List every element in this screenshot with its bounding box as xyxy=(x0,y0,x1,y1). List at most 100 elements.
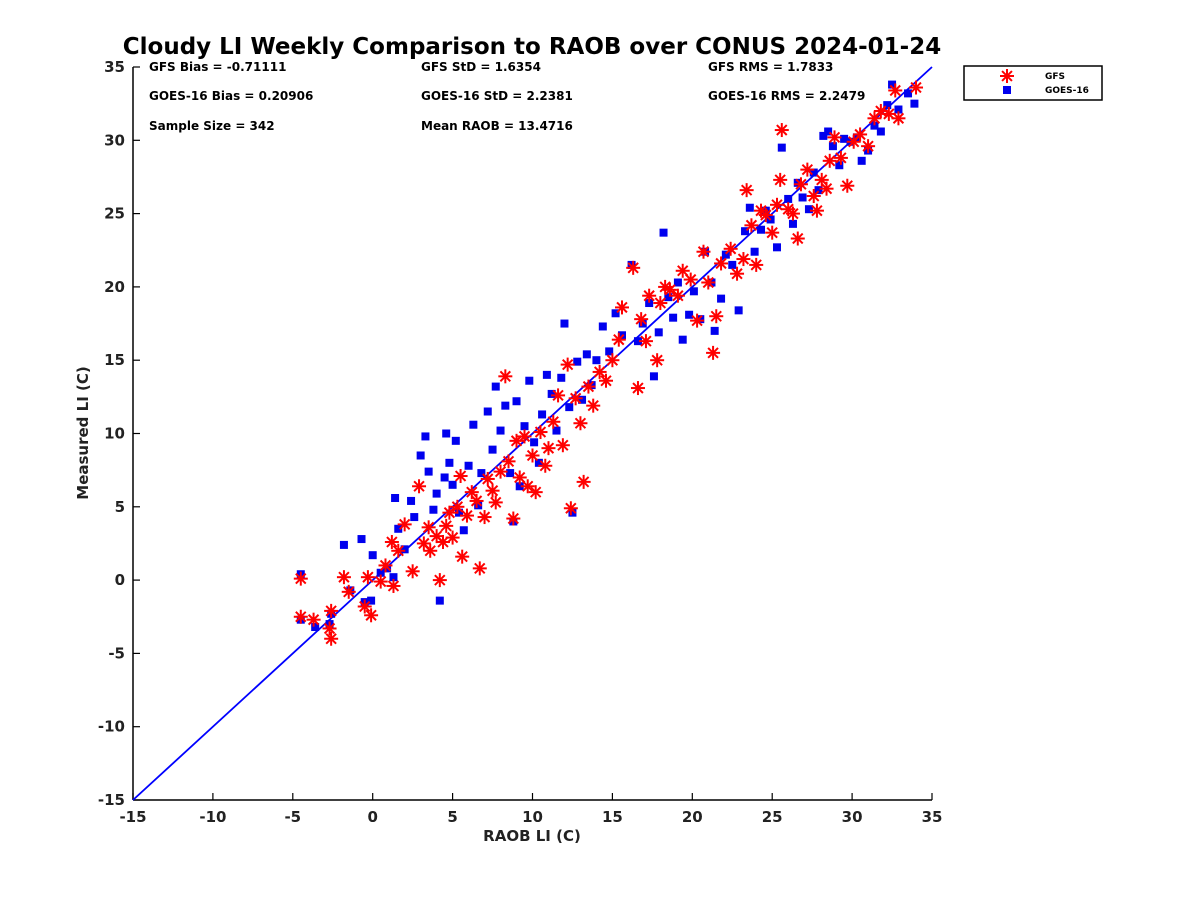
gfs-point xyxy=(706,345,721,360)
gfs-point xyxy=(324,603,339,618)
goes16-point xyxy=(793,178,802,187)
gfs-point xyxy=(861,139,876,154)
goes16-point xyxy=(883,101,892,110)
y-tick-label: 35 xyxy=(104,58,125,76)
gfs-point xyxy=(423,543,438,558)
gfs-point xyxy=(560,357,575,372)
goes16-point xyxy=(835,161,844,170)
y-tick-label: 10 xyxy=(104,425,125,443)
goes16-point xyxy=(432,489,441,498)
gfs-point xyxy=(397,517,412,532)
gfs-point xyxy=(453,469,468,484)
gfs-point xyxy=(445,530,460,545)
goes16-point xyxy=(592,356,601,365)
y-tick-label: 20 xyxy=(104,278,125,296)
gfs-point xyxy=(405,564,420,579)
gfs-point xyxy=(730,266,745,281)
goes16-point xyxy=(814,186,823,195)
gfs-point xyxy=(480,471,495,486)
gfs-point xyxy=(324,631,339,646)
goes16-point xyxy=(788,219,797,228)
goes16-point xyxy=(696,315,705,324)
axis-ticks: -15 -10 -5 0 5 10 15 20 25 30 35 -15 -10 -5 0 5 10 15 20 25… xyxy=(98,58,943,826)
goes16-point xyxy=(483,407,492,416)
goes16-point xyxy=(904,89,913,98)
goes16-point xyxy=(689,287,698,296)
gfs-point xyxy=(512,470,527,485)
x-tick-label: 30 xyxy=(842,808,863,826)
y-tick-label: -10 xyxy=(98,718,125,736)
gfs-point xyxy=(840,178,855,193)
goes16-point xyxy=(605,347,614,356)
gfs-point xyxy=(793,177,808,192)
gfs-point xyxy=(709,309,724,324)
goes16-point xyxy=(368,551,377,560)
gfs-point xyxy=(378,558,393,573)
gfs-point xyxy=(592,364,607,379)
goes16-point xyxy=(824,127,833,136)
goes16-point xyxy=(633,337,642,346)
gfs-point xyxy=(630,381,645,396)
gfs-point xyxy=(827,130,842,145)
gfs-point xyxy=(386,578,401,593)
goes16-point xyxy=(757,225,766,234)
goes16-point xyxy=(496,426,505,435)
stats-annotations: GFS Bias = -0.71111 GFS StD = 1.6354 GFS R… xyxy=(149,60,865,133)
legend-goes16-marker xyxy=(1003,86,1011,94)
gfs-point xyxy=(533,425,548,440)
x-tick-label: 25 xyxy=(762,808,783,826)
goes16-point xyxy=(429,505,438,514)
stat-text: GOES-16 RMS = 2.2479 xyxy=(708,89,865,103)
goes16-point xyxy=(568,508,577,517)
y-tick-label: 25 xyxy=(104,205,125,223)
goes16-point xyxy=(894,105,903,114)
y-tick-label: 30 xyxy=(104,131,125,149)
gfs-point xyxy=(485,483,500,498)
gfs-point xyxy=(611,332,626,347)
goes16-point xyxy=(840,134,849,143)
goes16-point xyxy=(376,568,385,577)
goes16-point xyxy=(659,228,668,237)
stat-text: Mean RAOB = 13.4716 xyxy=(421,119,573,133)
x-tick-label: -15 xyxy=(119,808,146,826)
goes16-point xyxy=(311,623,320,632)
gfs-point xyxy=(364,608,379,623)
goes16-point xyxy=(488,445,497,454)
gfs-point xyxy=(541,441,556,456)
gfs-point xyxy=(563,501,578,516)
goes16-point xyxy=(547,389,556,398)
goes16-point xyxy=(784,194,793,203)
gfs-point xyxy=(690,313,705,328)
gfs-point xyxy=(568,391,583,406)
gfs-point xyxy=(714,256,729,271)
goes16-point xyxy=(721,250,730,259)
gfs-point xyxy=(683,272,698,287)
gfs-point xyxy=(439,518,454,533)
goes16-point xyxy=(870,121,879,130)
goes16-point xyxy=(512,397,521,406)
legend: GFS GOES-16 xyxy=(963,65,1103,101)
goes16-point xyxy=(777,143,786,152)
x-axis-title: RAOB LI (C) xyxy=(483,827,581,845)
gfs-point xyxy=(774,123,789,138)
goes16-point xyxy=(442,429,451,438)
goes16-point xyxy=(876,127,885,136)
y-tick-label: -15 xyxy=(98,791,125,809)
x-tick-label: -5 xyxy=(284,808,301,826)
gfs-point xyxy=(626,260,641,275)
stat-text: GFS Bias = -0.71111 xyxy=(149,60,286,74)
gfs-point xyxy=(891,111,906,126)
gfs-point xyxy=(506,511,521,526)
goes16-point xyxy=(664,293,673,302)
goes16-point xyxy=(367,596,376,605)
goes16-point xyxy=(611,309,620,318)
gfs-point xyxy=(293,571,308,586)
goes16-point xyxy=(638,319,647,328)
gfs-point xyxy=(675,263,690,278)
goes16-point xyxy=(474,501,483,510)
gfs-point xyxy=(546,414,561,429)
goes16-point xyxy=(525,376,534,385)
gfs-point xyxy=(551,388,566,403)
gfs-point xyxy=(749,257,764,272)
